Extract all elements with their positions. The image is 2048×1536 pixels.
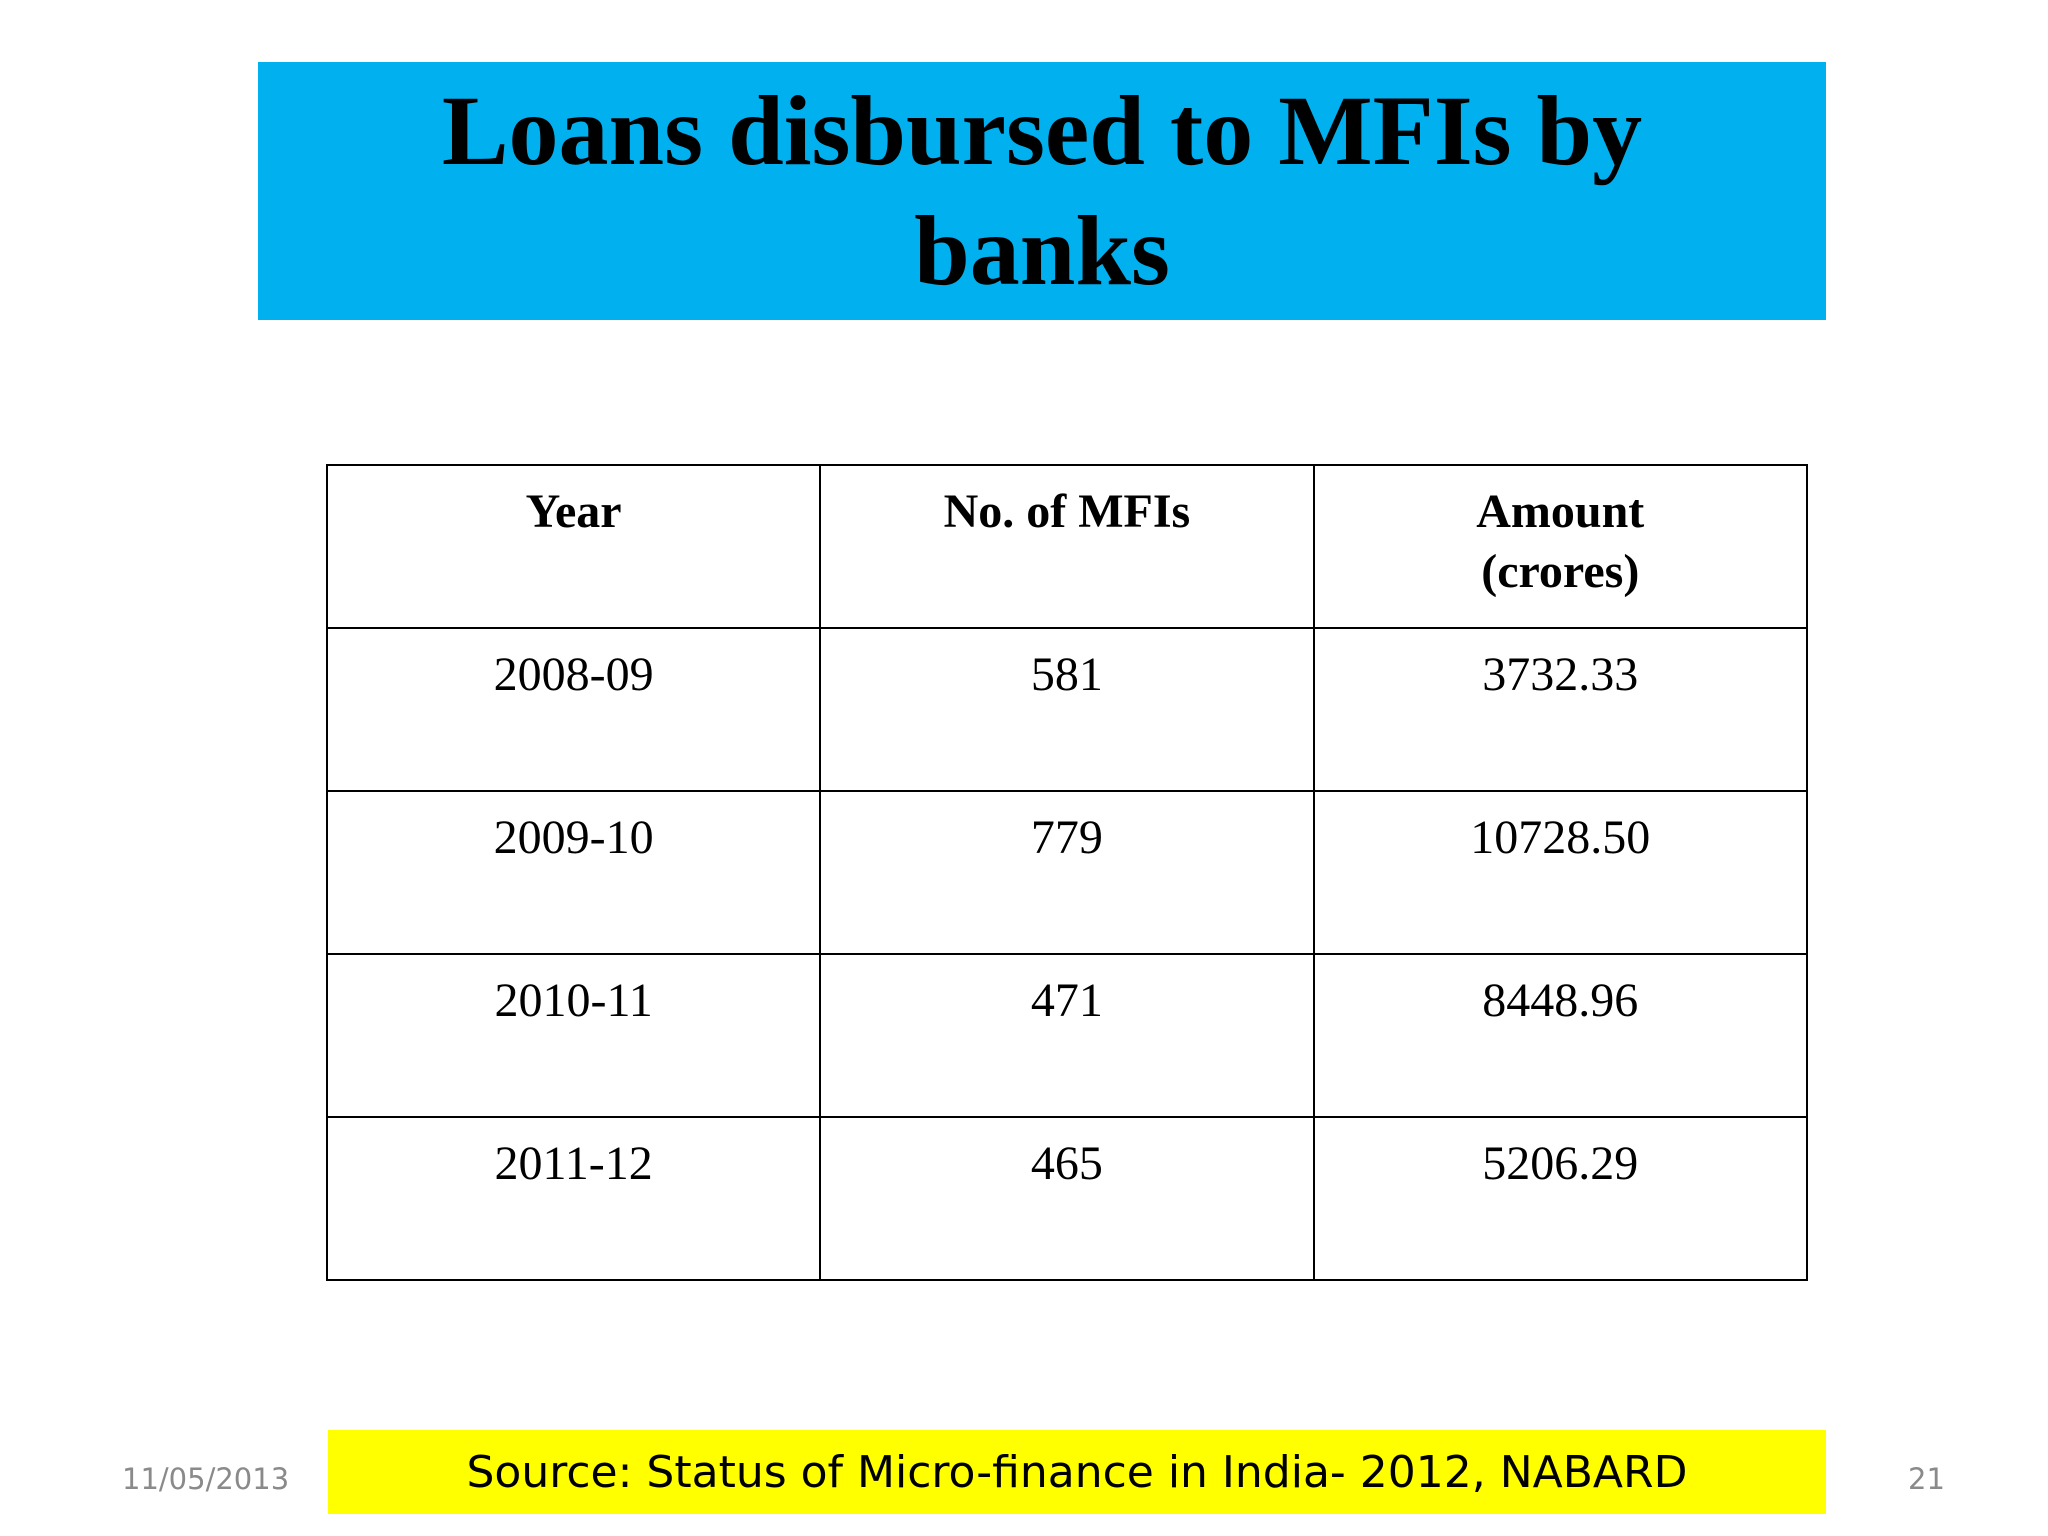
footer-date: 11/05/2013 [122,1462,290,1496]
cell-no-of-mfis: 581 [819,627,1315,792]
cell-year: 2010-11 [325,953,822,1118]
source-citation: Source: Status of Micro-finance in India… [466,1446,1688,1498]
header-no-of-mfis: No. of MFIs [819,464,1315,629]
loans-table: Year No. of MFIs Amount (crores) 2008-09… [325,464,1809,1281]
header-year: Year [325,464,822,629]
cell-year: 2008-09 [325,627,822,792]
table-row: 2009-10 779 10728.50 [325,790,1809,955]
cell-no-of-mfis: 779 [819,790,1315,955]
cell-amount: 5206.29 [1312,1116,1809,1281]
header-amount: Amount (crores) [1312,464,1809,629]
table-row: 2011-12 465 5206.29 [325,1116,1809,1281]
cell-amount: 10728.50 [1312,790,1809,955]
cell-amount: 8448.96 [1312,953,1809,1118]
table-header-row: Year No. of MFIs Amount (crores) [325,464,1809,629]
header-amount-label: Amount (crores) [1476,485,1645,598]
cell-no-of-mfis: 471 [819,953,1315,1118]
slide-title: Loans disbursed to MFIs by banks [441,75,1643,306]
table-row: 2010-11 471 8448.96 [325,953,1809,1118]
cell-year: 2009-10 [325,790,822,955]
source-banner: Source: Status of Micro-finance in India… [328,1430,1826,1514]
title-banner: Loans disbursed to MFIs by banks [258,62,1826,320]
cell-no-of-mfis: 465 [819,1116,1315,1281]
table-row: 2008-09 581 3732.33 [325,627,1809,792]
cell-year: 2011-12 [325,1116,822,1281]
cell-amount: 3732.33 [1312,627,1809,792]
slide-number: 21 [1908,1462,1945,1496]
